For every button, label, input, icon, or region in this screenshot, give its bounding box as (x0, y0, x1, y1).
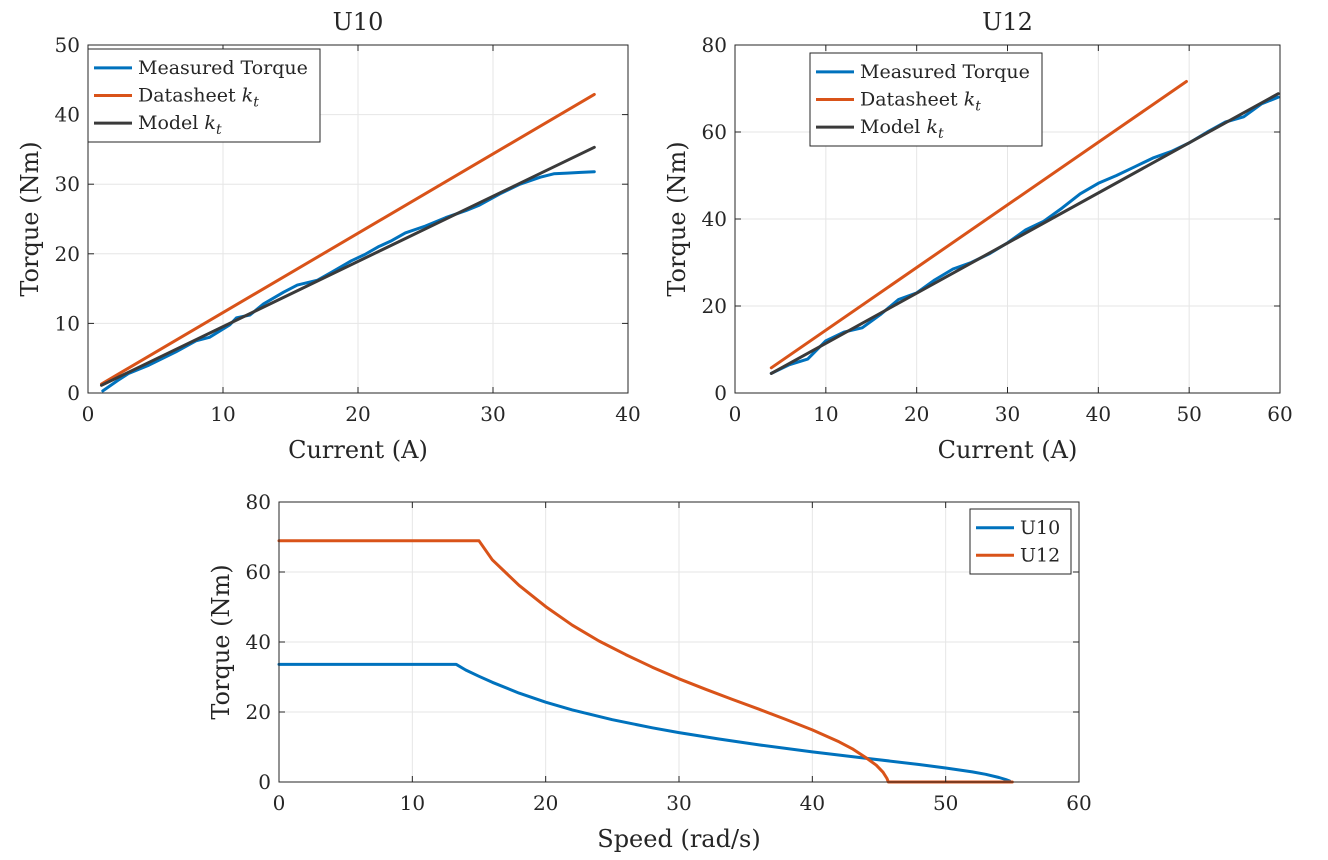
chart-u10: 0 10 20 30 40 0 10 20 30 40 50 Current (A) Torque (N… (16, 8, 641, 464)
x-tick-label-2: 20 (904, 402, 929, 426)
y-tick-label-1: 10 (55, 311, 80, 335)
y-tick-label-1: 20 (246, 700, 271, 724)
legend-symbol-t: t (253, 95, 259, 111)
series-line-0 (277, 662, 1012, 783)
x-tick-label-6: 60 (1267, 402, 1292, 426)
x-tick-label-1: 10 (210, 402, 235, 426)
series-line-1 (769, 80, 1188, 370)
x-tick-label-6: 60 (1066, 791, 1091, 815)
y-tick-label-3: 30 (55, 172, 80, 196)
legend-label-1: U12 (1020, 544, 1060, 566)
series-line-1 (277, 539, 1014, 784)
x-tick-label-3: 30 (666, 791, 691, 815)
legend-symbol-t: t (975, 99, 981, 115)
y-axis-label: Torque (Nm) (207, 564, 235, 719)
x-axis-label: Speed (rad/s) (597, 825, 760, 853)
x-tick-label-1: 10 (813, 402, 838, 426)
legend-label-2: Model kt (138, 112, 222, 138)
legend-label-1: Datasheet kt (860, 89, 981, 115)
y-tick-label-1: 20 (702, 294, 727, 318)
legend-symbol-k: k (964, 89, 976, 111)
series-line-2 (100, 145, 596, 387)
x-tick-label-5: 50 (1176, 402, 1201, 426)
series-line-1 (100, 92, 596, 386)
legend-label-0: Measured Torque (860, 61, 1030, 83)
x-tick-label-1: 10 (400, 791, 425, 815)
series-line-2 (769, 92, 1280, 375)
x-tick-label-0: 0 (273, 791, 286, 815)
legend-label-0: U10 (1020, 517, 1060, 539)
x-tick-label-4: 40 (800, 791, 825, 815)
y-tick-label-0: 0 (67, 381, 80, 405)
x-tick-label-4: 40 (615, 402, 640, 426)
x-tick-label-5: 50 (933, 791, 958, 815)
legend-symbol-k: k (242, 85, 254, 107)
x-tick-label-2: 20 (345, 402, 370, 426)
chart-torque-speed: 0 10 20 30 40 50 60 0 20 40 60 80 Speed (rad/s) Torqu… (207, 490, 1092, 853)
y-tick-label-2: 40 (702, 207, 727, 231)
legend-symbol-t: t (216, 122, 222, 138)
x-axis-label: Current (A) (288, 436, 428, 464)
y-tick-label-0: 0 (258, 770, 271, 794)
chart-title: U12 (982, 8, 1033, 36)
x-tick-label-4: 40 (1086, 402, 1111, 426)
x-axis-label: Current (A) (938, 436, 1078, 464)
x-tick-label-2: 20 (533, 791, 558, 815)
y-tick-label-5: 50 (55, 33, 80, 57)
legend-label-2: Model kt (860, 116, 944, 142)
y-tick-label-4: 40 (55, 103, 80, 127)
legend-label-0: Measured Torque (138, 57, 308, 79)
y-tick-label-0: 0 (714, 381, 727, 405)
legend-box (969, 508, 1072, 575)
y-tick-label-3: 60 (702, 120, 727, 144)
legend-label-1: Datasheet kt (138, 85, 259, 111)
legend-symbol-k: k (926, 116, 938, 138)
y-axis-label: Torque (Nm) (663, 141, 691, 296)
y-tick-label-2: 40 (246, 630, 271, 654)
y-tick-label-3: 60 (246, 560, 271, 584)
x-tick-label-3: 30 (480, 402, 505, 426)
y-tick-label-4: 80 (702, 33, 727, 57)
legend-symbol-k: k (204, 112, 216, 134)
y-tick-label-2: 20 (55, 242, 80, 266)
legend-symbol-t: t (938, 126, 944, 142)
x-tick-label-3: 30 (995, 402, 1020, 426)
x-tick-label-0: 0 (729, 402, 742, 426)
chart-u12: 0 10 20 30 40 50 60 0 20 40 60 80 Current (A) Torque … (663, 8, 1293, 464)
y-tick-label-4: 80 (246, 490, 271, 514)
chart-title: U10 (333, 8, 384, 36)
x-tick-label-0: 0 (82, 402, 95, 426)
y-axis-label: Torque (Nm) (16, 141, 44, 296)
